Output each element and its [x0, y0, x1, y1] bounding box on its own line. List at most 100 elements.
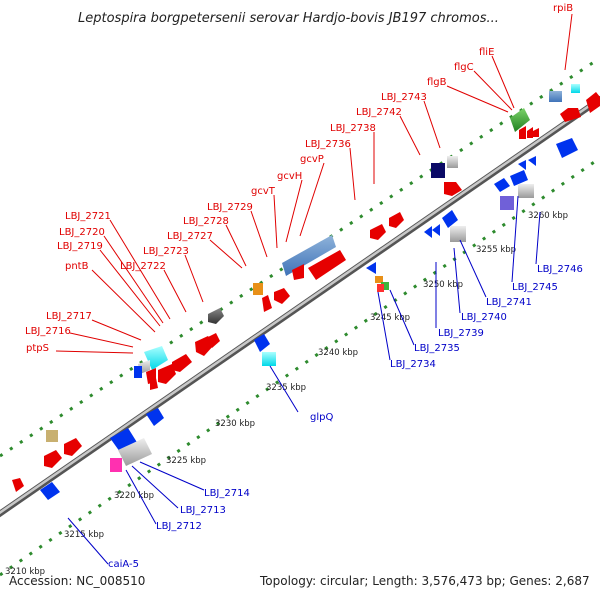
gene-label[interactable]: LBJ_2727	[167, 231, 213, 242]
gene-label[interactable]: ptpS	[26, 343, 49, 354]
gene-label[interactable]: gcvP	[300, 154, 324, 165]
cds-arrow[interactable]	[442, 210, 458, 228]
gene-label[interactable]: gcvT	[251, 186, 276, 197]
gene-block[interactable]	[134, 366, 142, 378]
gene-block[interactable]	[118, 438, 152, 466]
gene-label[interactable]: LBJ_2719	[57, 241, 103, 252]
gene-label[interactable]: LBJ_2721	[65, 211, 111, 222]
gene-label[interactable]: LBJ_2740	[461, 312, 507, 323]
gene-label[interactable]: LBJ_2717	[46, 311, 92, 322]
gene-block[interactable]	[46, 430, 58, 442]
reverse-labels	[67, 195, 541, 565]
gene-block[interactable]	[431, 163, 445, 178]
cds-arrow[interactable]	[254, 334, 270, 352]
cds-arrow[interactable]	[518, 160, 526, 170]
gene-label[interactable]: LBJ_2741	[486, 297, 532, 308]
gene-block[interactable]	[375, 276, 383, 283]
cds-arrow[interactable]	[527, 127, 533, 138]
gene-label[interactable]: LBJ_2736	[305, 139, 351, 150]
cds-arrow[interactable]	[172, 354, 192, 372]
tick-label: 3220 kbp	[114, 491, 154, 501]
cds-arrow[interactable]	[432, 224, 440, 236]
cds-arrow[interactable]	[44, 450, 62, 468]
map-title: Leptospira borgpetersenii serovar Hardjo…	[78, 11, 499, 26]
cds-arrow[interactable]	[158, 364, 176, 384]
gene-block[interactable]	[381, 282, 389, 290]
cds-arrow[interactable]	[146, 408, 164, 426]
gene-label[interactable]: LBJ_2743	[381, 92, 427, 103]
cds-arrow[interactable]	[308, 250, 346, 280]
cds-arrow[interactable]	[274, 288, 290, 304]
gene-label[interactable]: caiA-5	[108, 559, 139, 570]
gene-label[interactable]: LBJ_2742	[356, 107, 402, 118]
gene-block[interactable]	[447, 156, 458, 168]
kbp-ticks: 3210 kbp 3215 kbp 3220 kbp 3225 kbp 3230…	[5, 211, 568, 577]
tick-label: 3215 kbp	[64, 530, 104, 540]
cds-arrow[interactable]	[494, 178, 510, 192]
gene-block[interactable]	[253, 283, 263, 295]
gene-label[interactable]: LBJ_2714	[204, 488, 250, 499]
gene-label[interactable]: glpQ	[310, 412, 333, 423]
cds-arrow[interactable]	[40, 482, 60, 500]
gene-block-gcvp[interactable]	[282, 235, 336, 276]
cds-arrow[interactable]	[370, 224, 386, 240]
gene-label[interactable]: flgB	[427, 77, 447, 88]
cds-arrow[interactable]	[528, 156, 536, 166]
cds-arrow[interactable]	[208, 308, 224, 324]
gene-label[interactable]: LBJ_2734	[390, 359, 436, 370]
gene-block[interactable]	[518, 184, 534, 198]
gene-label[interactable]: LBJ_2729	[207, 202, 253, 213]
gene-label[interactable]: rpiB	[553, 3, 573, 14]
gene-label[interactable]: flgC	[454, 62, 474, 73]
cds-arrow[interactable]	[424, 226, 432, 238]
gene-label[interactable]: LBJ_2728	[183, 216, 229, 227]
tick-label: 3225 kbp	[166, 456, 206, 466]
cds-arrow[interactable]	[262, 295, 272, 312]
feature-track-reverse	[0, 156, 600, 577]
tick-label: 3210 kbp	[5, 567, 45, 577]
cds-arrow[interactable]	[533, 128, 539, 137]
gene-label[interactable]: LBJ_2738	[330, 123, 376, 134]
gene-label[interactable]: LBJ_2745	[512, 282, 558, 293]
cds-arrow[interactable]	[510, 170, 528, 186]
tick-label: 3250 kbp	[423, 280, 463, 290]
gene-block[interactable]	[377, 284, 384, 292]
chromosome-backbone	[0, 95, 600, 518]
cds-arrow[interactable]	[366, 262, 376, 274]
gene-label[interactable]: LBJ_2712	[156, 521, 202, 532]
gene-block[interactable]	[571, 84, 580, 93]
gene-block[interactable]	[510, 108, 530, 132]
gene-label[interactable]: fliE	[479, 47, 494, 58]
cds-arrow[interactable]	[292, 264, 304, 280]
gene-block[interactable]	[262, 352, 276, 366]
gene-label[interactable]: gcvH	[277, 171, 302, 182]
cds-arrow[interactable]	[519, 126, 526, 139]
forward-labels	[55, 13, 573, 354]
gene-label[interactable]: LBJ_2713	[180, 505, 226, 516]
tick-label: 3255 kbp	[476, 245, 516, 255]
gene-block[interactable]	[549, 91, 562, 102]
gene-label[interactable]: LBJ_2716	[25, 326, 71, 337]
cds-arrow[interactable]	[556, 138, 578, 158]
gene-label[interactable]: LBJ_2720	[59, 227, 105, 238]
cds-arrow[interactable]	[150, 378, 158, 390]
cds-arrow[interactable]	[206, 333, 220, 348]
gene-label[interactable]: pntB	[65, 261, 89, 272]
gene-label[interactable]: LBJ_2739	[438, 328, 484, 339]
gene-label[interactable]: LBJ_2723	[143, 246, 189, 257]
cds-arrow[interactable]	[560, 108, 581, 122]
gene-block[interactable]	[500, 196, 514, 210]
cds-arrow[interactable]	[389, 212, 404, 228]
cds-arrow[interactable]	[64, 438, 82, 456]
cds-arrow[interactable]	[444, 182, 462, 196]
cds-arrow[interactable]	[12, 478, 24, 492]
gene-label[interactable]: LBJ_2735	[414, 343, 460, 354]
gene-label[interactable]: LBJ_2722	[120, 261, 166, 272]
tick-label: 3230 kbp	[215, 419, 255, 429]
gene-block[interactable]	[450, 226, 466, 242]
gene-label[interactable]: LBJ_2746	[537, 264, 583, 275]
cds-arrow[interactable]	[586, 92, 600, 113]
gene-block[interactable]	[110, 458, 122, 472]
forward-features	[12, 84, 600, 492]
